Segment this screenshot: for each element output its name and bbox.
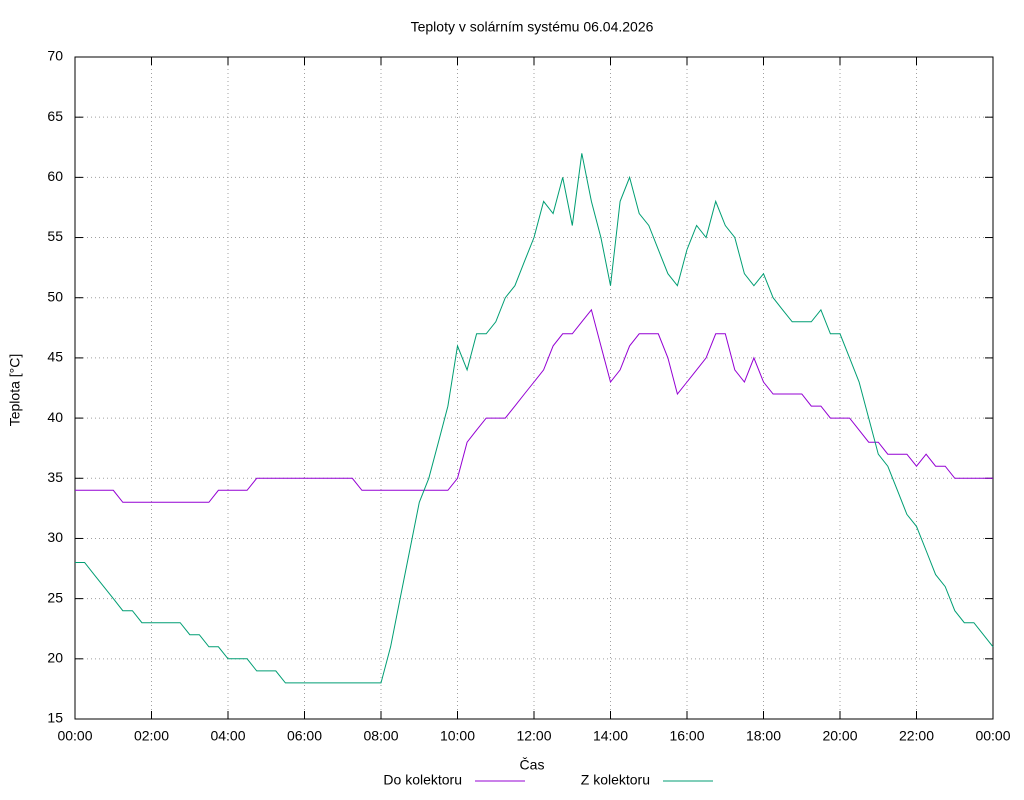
legend-label: Do kolektoru (383, 772, 462, 788)
x-tick-label: 18:00 (746, 728, 781, 744)
y-tick-label: 45 (47, 349, 63, 365)
x-tick-label: 04:00 (210, 728, 245, 744)
x-tick-label: 22:00 (899, 728, 934, 744)
data-line (75, 153, 994, 684)
y-tick-label: 55 (47, 228, 63, 244)
y-tick-label: 25 (47, 589, 63, 605)
y-tick-label: 65 (47, 108, 63, 124)
x-tick-label: 06:00 (287, 728, 322, 744)
y-tick-label: 40 (47, 409, 63, 425)
x-tick-label: 02:00 (134, 728, 169, 744)
y-tick-label: 60 (47, 168, 63, 184)
x-tick-label: 10:00 (440, 728, 475, 744)
x-tick-label: 12:00 (516, 728, 551, 744)
y-tick-label: 35 (47, 469, 63, 485)
x-tick-label: 00:00 (975, 728, 1010, 744)
y-axis-label: Teplota [°C] (7, 354, 23, 427)
x-tick-label: 14:00 (593, 728, 628, 744)
x-axis-label: Čas (520, 757, 545, 773)
x-tick-label: 00:00 (57, 728, 92, 744)
plot-frame (74, 56, 994, 720)
y-tick-label: 20 (47, 650, 63, 666)
y-tick-label: 50 (47, 288, 63, 304)
x-tick-label: 08:00 (363, 728, 398, 744)
x-tick-label: 16:00 (669, 728, 704, 744)
x-tick-label: 20:00 (822, 728, 857, 744)
y-tick-label: 15 (47, 710, 63, 726)
data-line (75, 308, 993, 503)
y-tick-label: 30 (47, 529, 63, 545)
legend-label: Z kolektoru (581, 772, 650, 788)
y-tick-label: 70 (47, 48, 63, 64)
chart-title: Teploty v solárním systému 06.04.2026 (411, 19, 654, 35)
